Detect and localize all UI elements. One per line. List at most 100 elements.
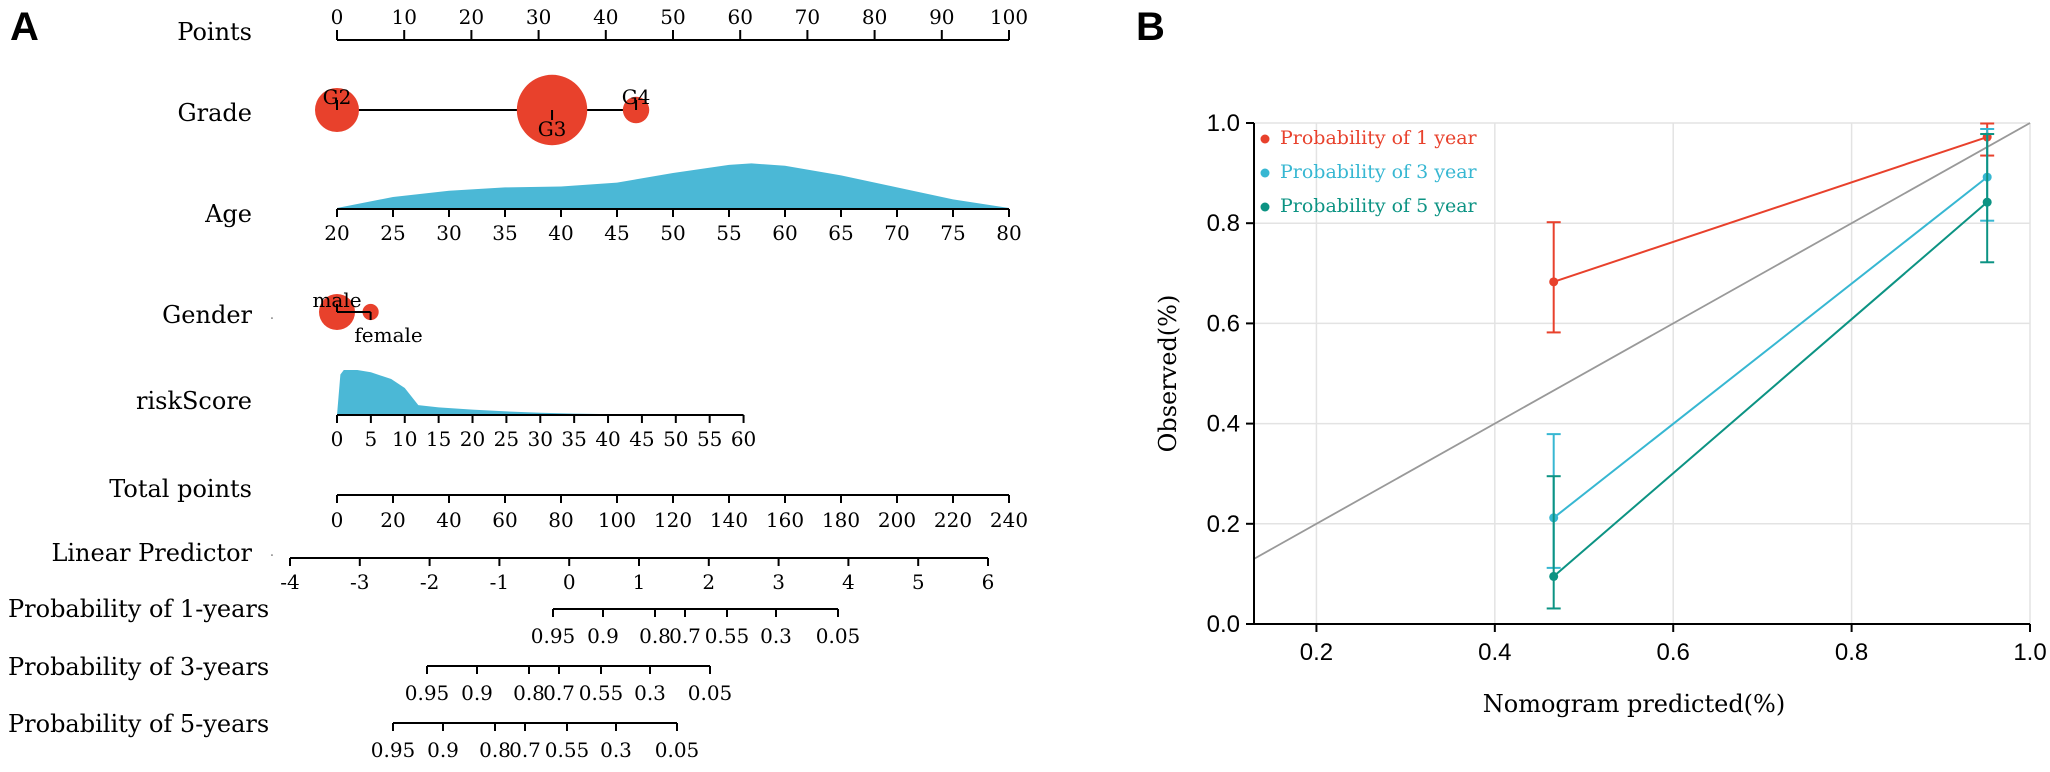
y-tick-label: 1.0 [1207, 110, 1240, 137]
age-density-tick-label: 50 [660, 221, 685, 245]
age-density-tick-label: 70 [884, 221, 909, 245]
points-tick-label: 20 [459, 5, 484, 29]
prob-tick-label: 0.55 [705, 624, 750, 648]
row-label: Points [177, 18, 252, 46]
riskscore-density-tick-label: 15 [426, 427, 451, 451]
age-density-tick-label: 45 [604, 221, 629, 245]
age-density-tick-label: 60 [772, 221, 797, 245]
row-label: Probability of 5-years [8, 710, 269, 738]
gender-label-male: male [312, 288, 361, 312]
riskscore-density-tick-label: 45 [629, 427, 654, 451]
data-point [1982, 197, 1992, 207]
prob-tick-label: 0.7 [543, 681, 575, 705]
prob-tick-label: 0.05 [816, 624, 861, 648]
x-tick-label: 0.8 [1835, 639, 1868, 666]
calibration-chart: 0.2 0.4 0.6 0.8 1.0 0.0 0.2 0.4 0.6 0.8 1.0 Nomogra… [1154, 110, 2047, 718]
points-tick-label: 100 [990, 5, 1028, 29]
riskscore-density-tick-label: 10 [392, 427, 417, 451]
prob-tick-label: 0.9 [587, 624, 619, 648]
data-point [1549, 571, 1559, 581]
age-density-tick-label: 25 [380, 221, 405, 245]
row-label: Probability of 3-years [8, 653, 269, 681]
prob-tick-label: 0.7 [509, 738, 541, 762]
lp-tick-label: 5 [912, 570, 925, 594]
total-points-tick-label: 120 [654, 508, 692, 532]
lp-marker-dot: · [270, 548, 274, 564]
lp-tick-label: 3 [772, 570, 785, 594]
prob-tick-label: 0.55 [579, 681, 624, 705]
series-3 [1546, 133, 1995, 610]
lp-tick-label: 6 [982, 570, 995, 594]
series-line [1553, 201, 1988, 578]
x-tick-label: 1.0 [2013, 639, 2046, 666]
age-density-tick-label: 65 [828, 221, 853, 245]
prob-tick-label: 0.9 [461, 681, 493, 705]
age-density-tick-label: 80 [996, 221, 1021, 245]
row-label: Linear Predictor [51, 539, 252, 567]
points-tick-label: 70 [795, 5, 820, 29]
age-density [337, 163, 1009, 209]
age-density-tick-label: 75 [940, 221, 965, 245]
y-tick-label: 0.6 [1207, 310, 1240, 337]
total-points-tick-label: 240 [990, 508, 1028, 532]
row-label: Gender [162, 301, 252, 329]
legend-marker [1260, 202, 1270, 212]
total-points-tick-label: 180 [822, 508, 860, 532]
age-density-tick-label: 55 [716, 221, 741, 245]
lp-tick-label: -1 [490, 570, 509, 594]
total-points-tick-label: 220 [934, 508, 972, 532]
points-tick-label: 0 [331, 5, 344, 29]
total-points-tick-label: 160 [766, 508, 804, 532]
row-label: Probability of 1-years [8, 595, 269, 623]
prob-tick-label: 0.3 [634, 681, 666, 705]
riskscore-density-tick-label: 40 [595, 427, 620, 451]
total-points-tick-label: 20 [380, 508, 405, 532]
lp-tick-label: 0 [563, 570, 576, 594]
panel-b-label: B [1136, 5, 1165, 49]
total-points-tick-label: 100 [598, 508, 636, 532]
points-tick-label: 10 [391, 5, 416, 29]
data-point [1549, 277, 1559, 287]
prob-tick-label: 0.8 [639, 624, 671, 648]
prob-tick-label: 0.95 [531, 624, 576, 648]
series-line [1553, 176, 1988, 519]
gender-marker-dot: · [270, 311, 274, 327]
legend-label: Probability of 3 year [1280, 161, 1478, 183]
prob-tick-label: 0.3 [760, 624, 792, 648]
prob-tick-label: 0.8 [513, 681, 545, 705]
y-tick-label: 0.0 [1207, 611, 1240, 638]
x-tick-label: 0.6 [1657, 639, 1690, 666]
row-label: Total points [109, 475, 252, 503]
lp-tick-label: -2 [420, 570, 439, 594]
legend-marker [1260, 168, 1270, 178]
x-axis-title: Nomogram predicted(%) [1483, 690, 1785, 718]
total-points-tick-label: 60 [492, 508, 517, 532]
grade-label-G3: G3 [538, 117, 567, 141]
total-points-tick-label: 40 [436, 508, 461, 532]
age-density-tick-label: 35 [492, 221, 517, 245]
prob-tick-label: 0.7 [669, 624, 701, 648]
age-density-tick-label: 40 [548, 221, 573, 245]
points-tick-label: 90 [929, 5, 954, 29]
prob-tick-label: 0.55 [545, 738, 590, 762]
riskscore-density-tick-label: 60 [731, 427, 756, 451]
total-points-tick-label: 200 [878, 508, 916, 532]
row-label: riskScore [136, 387, 252, 415]
legend-marker [1260, 134, 1270, 144]
lp-tick-label: -3 [350, 570, 369, 594]
points-tick-label: 40 [593, 5, 618, 29]
riskscore-density-tick-label: 30 [528, 427, 553, 451]
riskscore-density-tick-label: 55 [697, 427, 722, 451]
riskscore-density-tick-label: 20 [460, 427, 485, 451]
x-tick-label: 0.2 [1300, 639, 1333, 666]
y-tick-label: 0.8 [1207, 210, 1240, 237]
row-label: Grade [177, 99, 252, 127]
age-density-tick-label: 20 [324, 221, 349, 245]
prob-tick-label: 0.05 [688, 681, 733, 705]
lp-tick-label: 2 [702, 570, 715, 594]
grade-label-G2: G2 [323, 85, 352, 109]
riskscore-density-tick-label: 35 [561, 427, 586, 451]
lp-tick-label: -4 [280, 570, 299, 594]
riskscore-density-tick-label: 50 [663, 427, 688, 451]
